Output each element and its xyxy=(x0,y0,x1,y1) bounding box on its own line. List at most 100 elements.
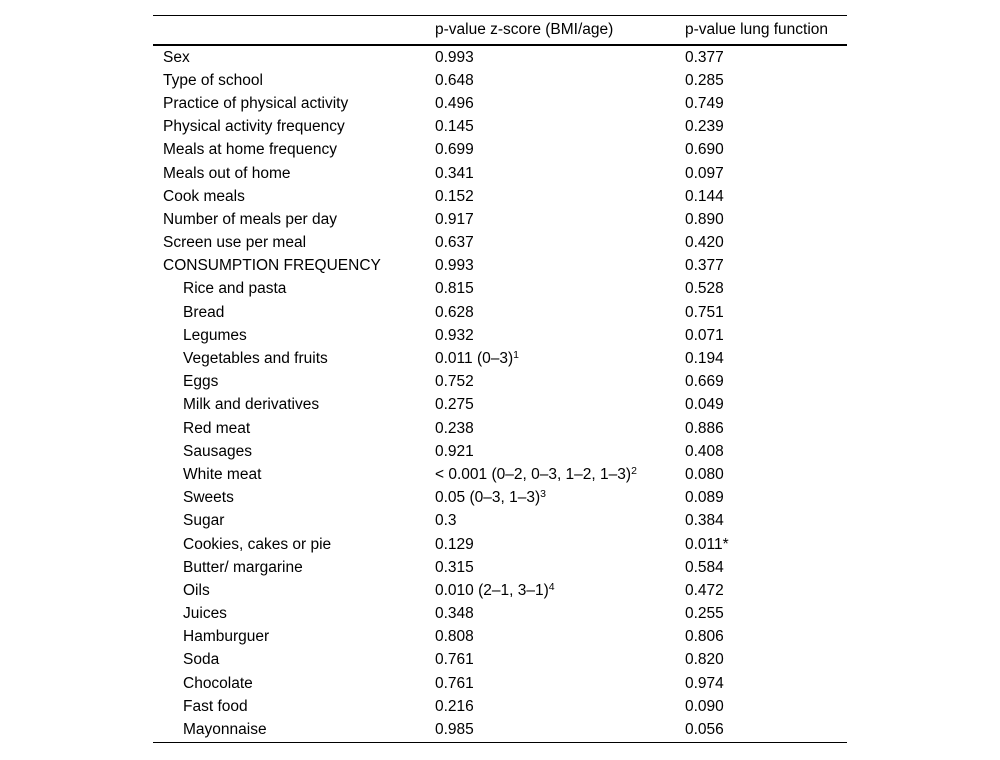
table-row: Soda 0.761 0.820 xyxy=(153,649,847,672)
p-value-bmi: 0.216 xyxy=(435,697,474,715)
p-value-lung: 0.528 xyxy=(685,280,724,298)
p-value-lung: 0.408 xyxy=(685,442,724,460)
p-value-lung: 0.144 xyxy=(685,187,724,205)
p-value-lung: 0.011* xyxy=(685,535,729,553)
row-label: Type of school xyxy=(163,71,263,89)
p-value-bmi: 0.932 xyxy=(435,326,474,344)
table-row: Juices 0.348 0.255 xyxy=(153,603,847,626)
p-value-lung: 0.056 xyxy=(685,721,724,739)
row-label: Soda xyxy=(183,651,220,669)
p-value-lung: 0.690 xyxy=(685,141,724,159)
row-label: Sweets xyxy=(183,489,234,507)
p-value-lung: 0.420 xyxy=(685,234,724,252)
row-label: White meat xyxy=(183,465,262,483)
row-label: Fast food xyxy=(183,697,248,715)
table-row: Oils 0.010 (2–1, 3–1)4 0.472 xyxy=(153,579,847,602)
table-row: Meals at home frequency 0.699 0.690 xyxy=(153,139,847,162)
p-value-lung: 0.584 xyxy=(685,558,724,576)
p-value-lung: 0.377 xyxy=(685,48,724,66)
row-label: Sausages xyxy=(183,442,252,460)
p-value-lung: 0.472 xyxy=(685,581,724,599)
row-label: Juices xyxy=(183,605,227,623)
table-row: Number of meals per day 0.917 0.890 xyxy=(153,208,847,231)
p-value-lung: 0.820 xyxy=(685,651,724,669)
row-label: Physical activity frequency xyxy=(163,118,345,136)
header-pvalue-bmi: p-value z-score (BMI/age) xyxy=(435,21,614,38)
table-row: Hamburguer 0.808 0.806 xyxy=(153,626,847,649)
p-value-lung: 0.751 xyxy=(685,303,724,321)
p-value-lung: 0.974 xyxy=(685,674,724,692)
p-value-lung: 0.080 xyxy=(685,465,724,483)
p-value-lung: 0.089 xyxy=(685,489,724,507)
row-label: Eggs xyxy=(183,373,219,391)
row-label: Bread xyxy=(183,303,225,321)
p-value-bmi: 0.129 xyxy=(435,535,474,553)
table-row: Chocolate 0.761 0.974 xyxy=(153,672,847,695)
p-value-lung: 0.049 xyxy=(685,396,724,414)
p-value-lung: 0.097 xyxy=(685,164,724,182)
p-value-bmi: 0.315 xyxy=(435,558,474,576)
p-value-lung: 0.384 xyxy=(685,512,724,530)
row-label: Cook meals xyxy=(163,187,245,205)
p-value-bmi: 0.993 xyxy=(435,48,474,66)
row-label: Mayonnaise xyxy=(183,721,267,739)
row-label: Milk and derivatives xyxy=(183,396,320,414)
table-row: Screen use per meal 0.637 0.420 xyxy=(153,232,847,255)
p-value-lung: 0.071 xyxy=(685,326,724,344)
p-value-lung: 0.669 xyxy=(685,373,724,391)
p-value-bmi: 0.815 xyxy=(435,280,474,298)
row-label: Chocolate xyxy=(183,674,253,692)
table-row: Red meat 0.238 0.886 xyxy=(153,417,847,440)
table-row: Rice and pasta 0.815 0.528 xyxy=(153,278,847,301)
p-value-bmi: 0.699 xyxy=(435,141,474,159)
table-row: Physical activity frequency 0.145 0.239 xyxy=(153,116,847,139)
p-value-bmi: 0.993 xyxy=(435,257,474,275)
row-label: Rice and pasta xyxy=(183,280,287,298)
row-label: Meals out of home xyxy=(163,164,291,182)
row-label: Butter/ margarine xyxy=(183,558,303,576)
row-label: Legumes xyxy=(183,326,247,344)
table-row: Sugar 0.3 0.384 xyxy=(153,510,847,533)
table-row: Eggs 0.752 0.669 xyxy=(153,371,847,394)
p-value-bmi: 0.761 xyxy=(435,674,474,692)
results-table: p-value z-score (BMI/age) p-value lung f… xyxy=(153,15,847,743)
p-value-lung: 0.377 xyxy=(685,257,724,275)
row-label: Vegetables and fruits xyxy=(183,350,328,368)
p-value-bmi-superscript: 2 xyxy=(631,464,637,477)
table-row: Fast food 0.216 0.090 xyxy=(153,695,847,718)
p-value-bmi: 0.917 xyxy=(435,210,474,228)
table-row: Milk and derivatives 0.275 0.049 xyxy=(153,394,847,417)
table-body: Sex 0.993 0.377 Type of school 0.648 0.2… xyxy=(153,46,847,742)
table-row: Meals out of home 0.341 0.097 xyxy=(153,162,847,185)
p-value-lung: 0.886 xyxy=(685,419,724,437)
p-value-bmi: 0.985 xyxy=(435,721,474,739)
p-value-bmi: 0.921 xyxy=(435,442,474,460)
p-value-bmi: 0.010 (2–1, 3–1) xyxy=(435,581,549,599)
row-label: Red meat xyxy=(183,419,251,437)
p-value-lung: 0.749 xyxy=(685,94,724,112)
p-value-bmi: 0.238 xyxy=(435,419,474,437)
table-row: Vegetables and fruits 0.011 (0–3)1 0.194 xyxy=(153,347,847,370)
p-value-bmi: 0.752 xyxy=(435,373,474,391)
p-value-bmi-superscript: 1 xyxy=(513,349,519,362)
table-row: Cook meals 0.152 0.144 xyxy=(153,185,847,208)
row-label: Sex xyxy=(163,48,190,66)
p-value-lung: 0.194 xyxy=(685,350,724,368)
row-label: Oils xyxy=(183,581,210,599)
table-row: Sausages 0.921 0.408 xyxy=(153,440,847,463)
p-value-bmi-superscript: 3 xyxy=(540,488,546,501)
p-value-lung: 0.285 xyxy=(685,71,724,89)
p-value-lung: 0.239 xyxy=(685,118,724,136)
p-value-bmi: 0.637 xyxy=(435,234,474,252)
table-row: Practice of physical activity 0.496 0.74… xyxy=(153,92,847,115)
p-value-bmi: 0.808 xyxy=(435,628,474,646)
p-value-bmi: 0.648 xyxy=(435,71,474,89)
table-row: White meat < 0.001 (0–2, 0–3, 1–2, 1–3)2… xyxy=(153,463,847,486)
p-value-lung: 0.890 xyxy=(685,210,724,228)
row-label: Practice of physical activity xyxy=(163,94,349,112)
p-value-bmi: 0.05 (0–3, 1–3) xyxy=(435,489,541,507)
p-value-bmi: < 0.001 (0–2, 0–3, 1–2, 1–3) xyxy=(435,465,632,483)
p-value-bmi: 0.341 xyxy=(435,164,474,182)
table-row: Bread 0.628 0.751 xyxy=(153,301,847,324)
p-value-bmi-superscript: 4 xyxy=(548,580,555,593)
